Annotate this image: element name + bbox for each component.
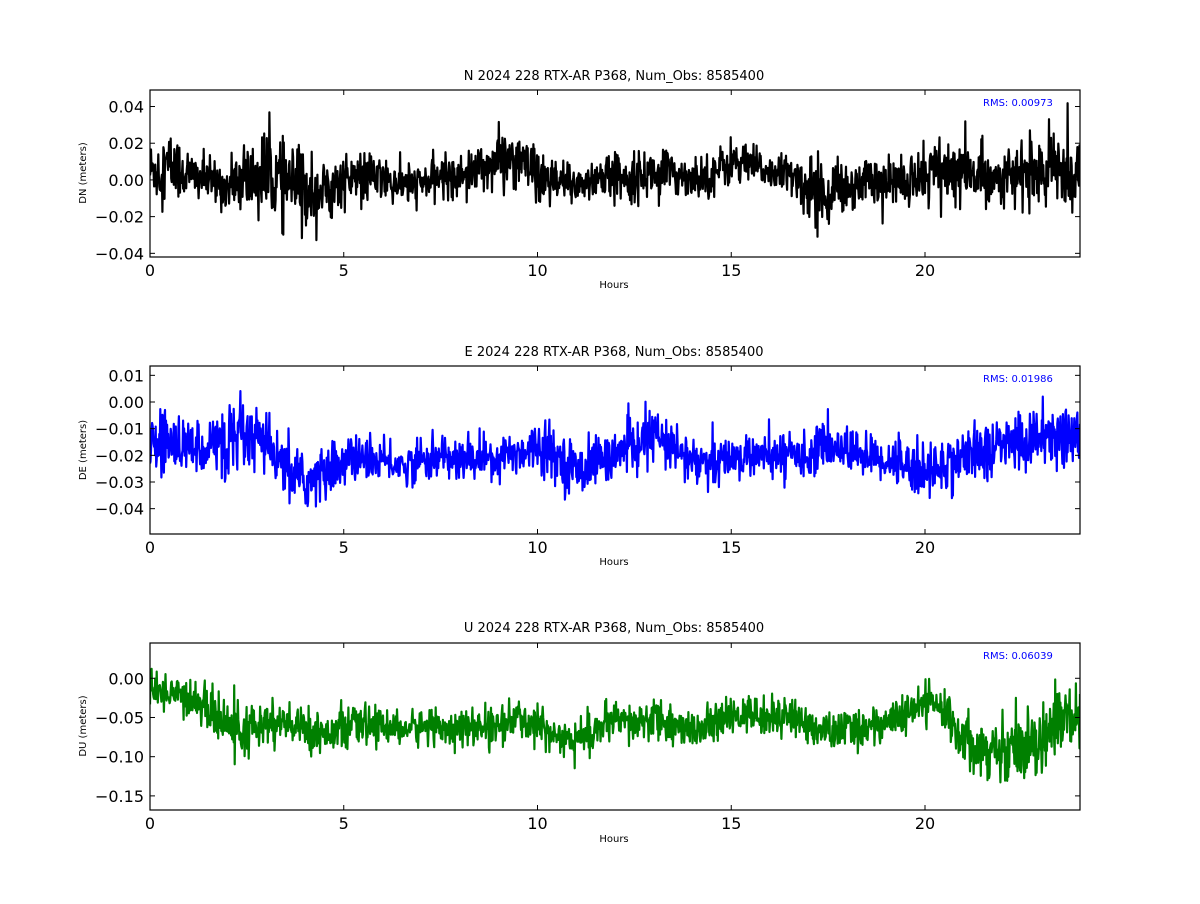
x-axis-label: Hours xyxy=(599,834,628,845)
plot-frame xyxy=(149,365,1081,535)
x-axis-label: Hours xyxy=(599,280,628,291)
y-tick-label: −0.03 xyxy=(95,473,144,492)
y-tick-label: 0.00 xyxy=(108,171,144,190)
y-tick-label: −0.04 xyxy=(95,500,144,519)
x-tick-label: 0 xyxy=(145,814,155,833)
y-tick-label: 0.04 xyxy=(108,98,144,117)
y-axis-label: DN (meters) xyxy=(78,142,89,204)
y-axis-label: DE (meters) xyxy=(78,420,89,480)
panel-title: U 2024 228 RTX-AR P368, Num_Obs: 8585400 xyxy=(464,621,764,636)
panel-east: E 2024 228 RTX-AR P368, Num_Obs: 8585400… xyxy=(78,345,1081,568)
x-tick-label: 20 xyxy=(915,814,935,833)
y-tick-label: −0.01 xyxy=(95,420,144,439)
x-tick-label: 10 xyxy=(527,814,547,833)
y-tick-label: −0.15 xyxy=(95,787,144,806)
x-tick-label: 10 xyxy=(527,538,547,557)
x-tick-label: 20 xyxy=(915,538,935,557)
series-line xyxy=(150,102,1080,242)
y-tick-label: 0.00 xyxy=(108,393,144,412)
plot-frame xyxy=(149,642,1081,811)
panel-title: E 2024 228 RTX-AR P368, Num_Obs: 8585400 xyxy=(465,345,764,360)
x-tick-label: 15 xyxy=(721,814,741,833)
y-tick-label: −0.05 xyxy=(95,708,144,727)
x-tick-label: 15 xyxy=(721,538,741,557)
plot-frame xyxy=(149,89,1081,258)
x-tick-label: 20 xyxy=(915,261,935,280)
y-tick-label: −0.02 xyxy=(95,446,144,465)
rms-annotation: RMS: 0.01986 xyxy=(983,374,1053,385)
y-axis-label: DU (meters) xyxy=(78,695,89,756)
series-line xyxy=(150,390,1080,508)
y-tick-label: −0.10 xyxy=(95,748,144,767)
y-tick-label: 0.02 xyxy=(108,134,144,153)
rms-annotation: RMS: 0.06039 xyxy=(983,651,1053,662)
x-tick-label: 0 xyxy=(145,538,155,557)
x-tick-label: 10 xyxy=(527,261,547,280)
x-tick-label: 5 xyxy=(339,261,349,280)
x-tick-label: 15 xyxy=(721,261,741,280)
x-tick-label: 5 xyxy=(339,814,349,833)
rms-annotation: RMS: 0.00973 xyxy=(983,98,1053,109)
y-tick-label: −0.02 xyxy=(95,208,144,227)
panel-up: U 2024 228 RTX-AR P368, Num_Obs: 8585400… xyxy=(78,621,1081,845)
x-axis-label: Hours xyxy=(599,557,628,568)
x-tick-label: 0 xyxy=(145,261,155,280)
y-tick-label: 0.00 xyxy=(108,669,144,688)
x-tick-label: 5 xyxy=(339,538,349,557)
series-line xyxy=(150,667,1080,784)
panel-title: N 2024 228 RTX-AR P368, Num_Obs: 8585400 xyxy=(464,69,764,84)
y-tick-label: −0.04 xyxy=(95,244,144,263)
y-tick-label: 0.01 xyxy=(108,366,144,385)
panel-north: N 2024 228 RTX-AR P368, Num_Obs: 8585400… xyxy=(78,69,1081,291)
